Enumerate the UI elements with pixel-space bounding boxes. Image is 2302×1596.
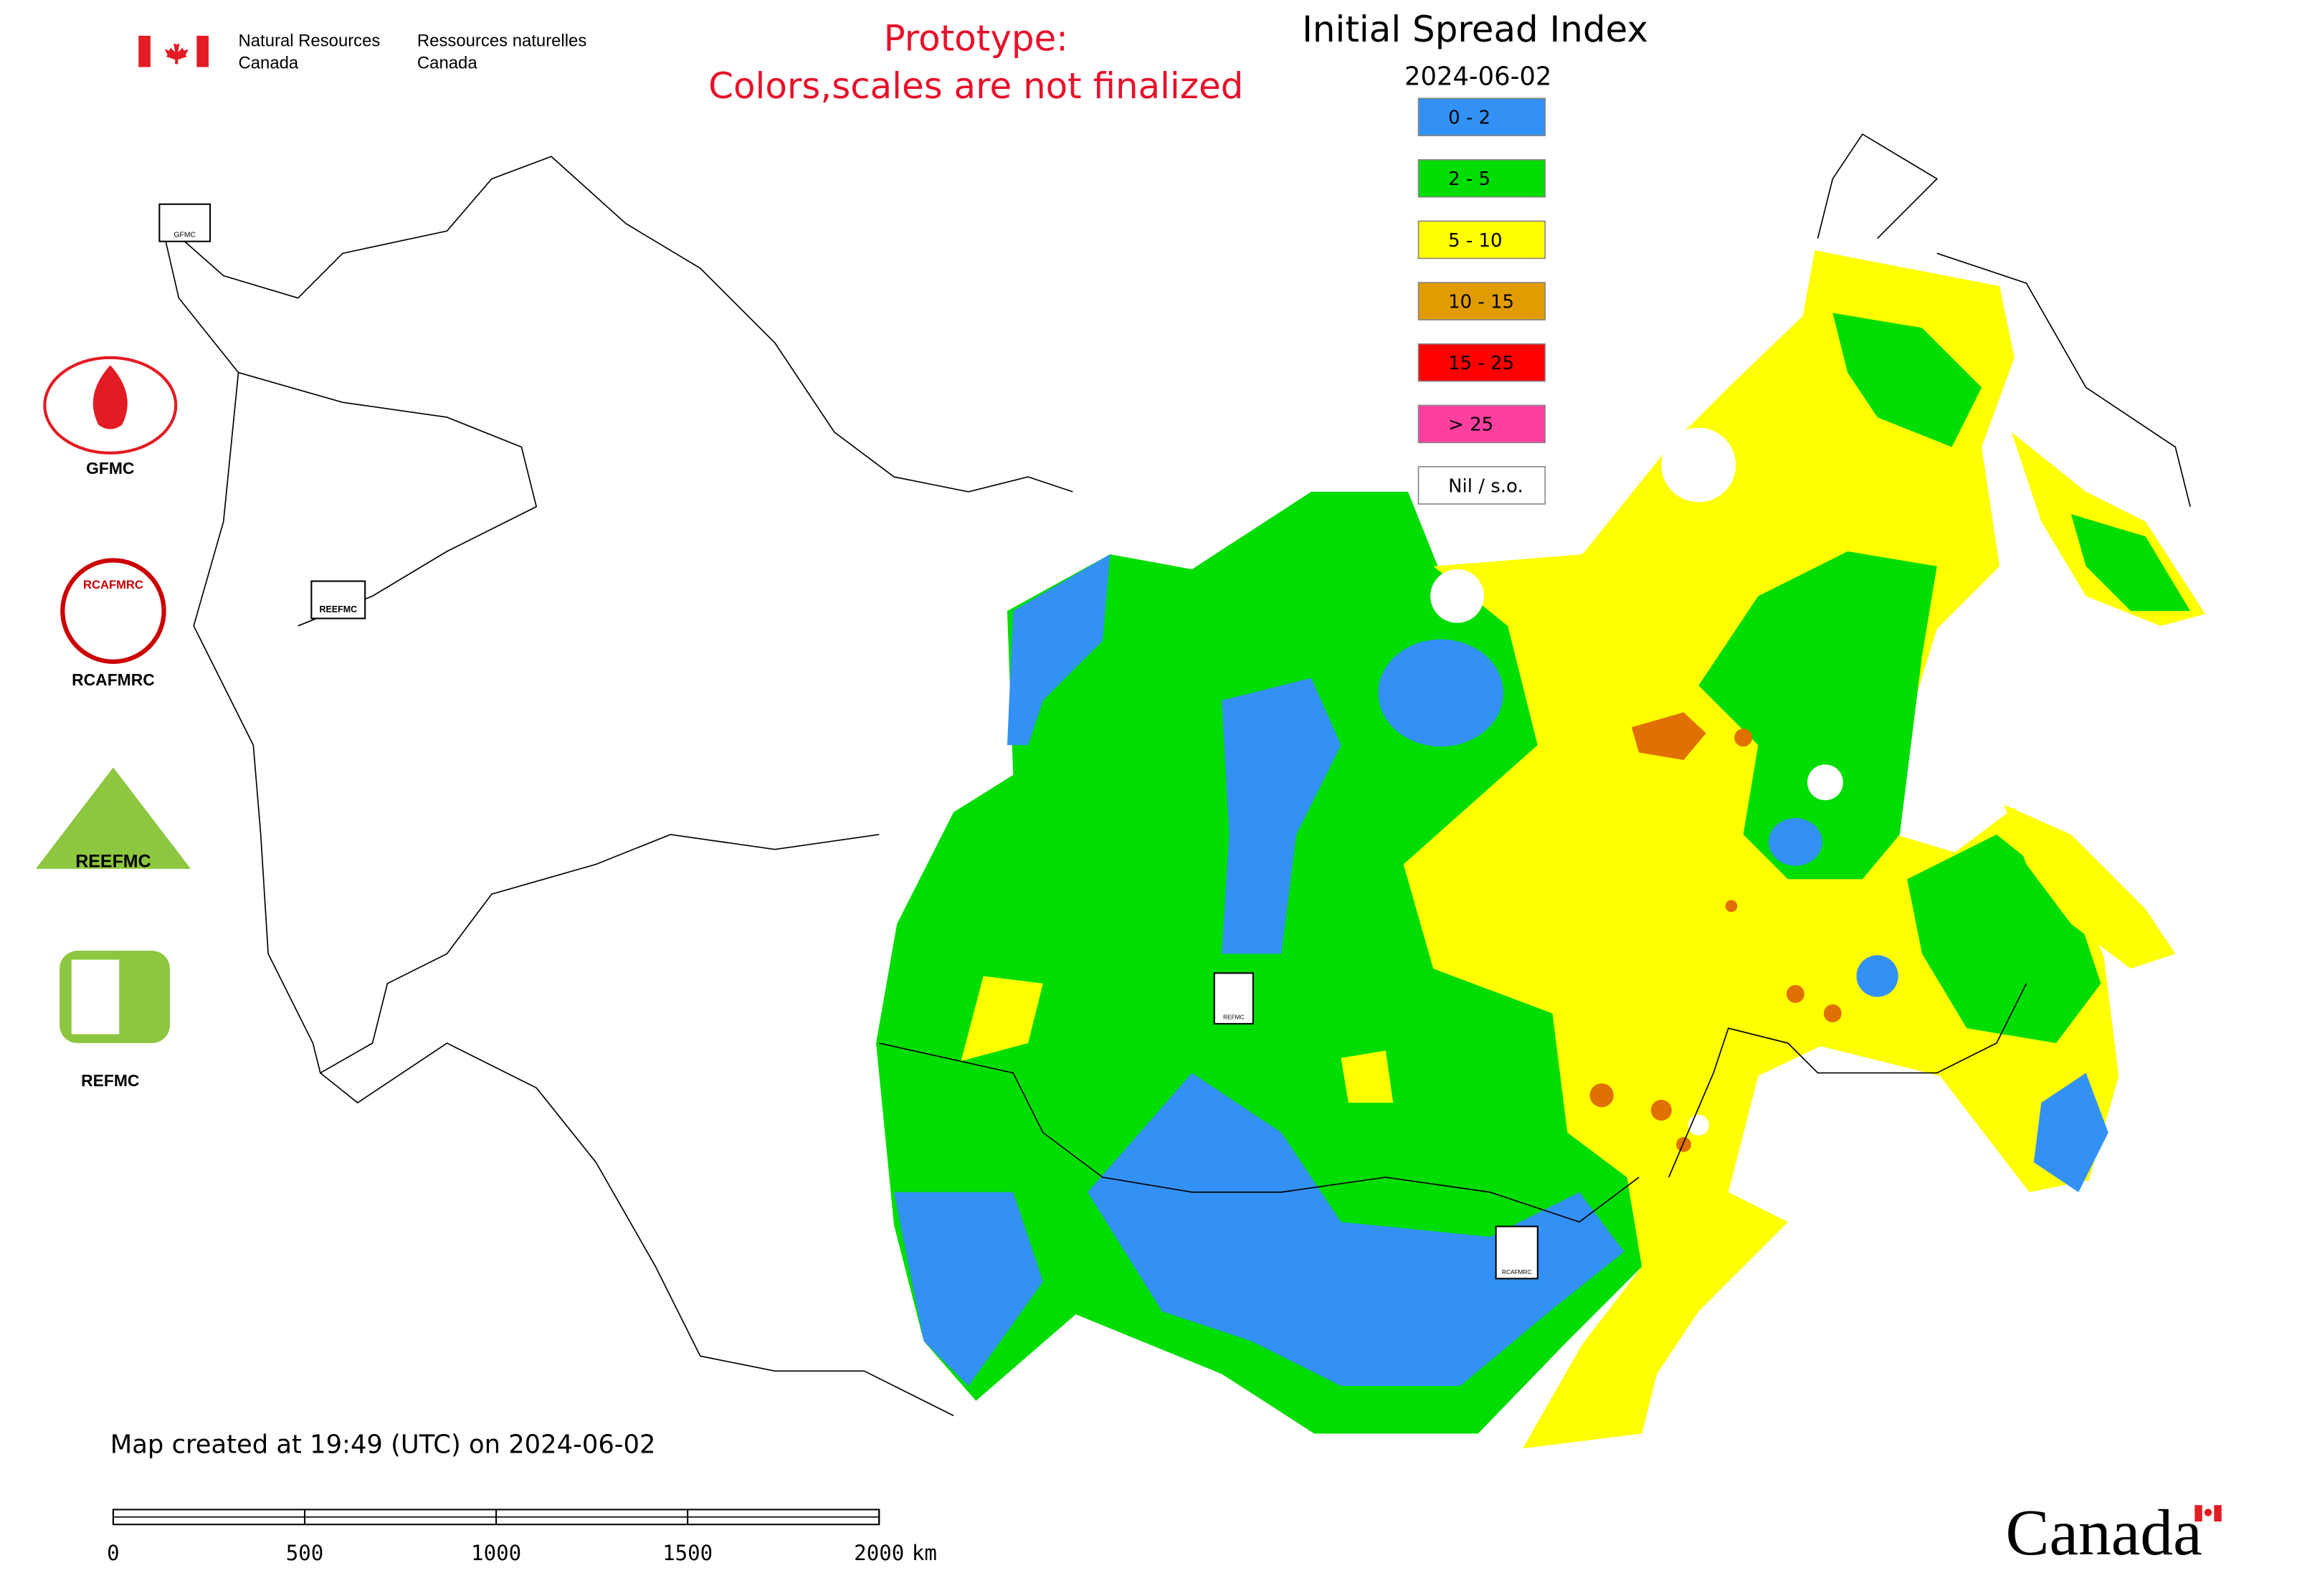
partner-logos-circle <box>60 558 166 664</box>
legend-label: 0 - 2 <box>1448 108 1490 129</box>
index-layer-path <box>1832 313 1982 447</box>
canada-wordmark: Canada <box>2005 1496 2202 1569</box>
creation-note: Map created at 19:49 (UTC) on 2024-06-02 <box>110 1430 656 1459</box>
scale-label: 1000 <box>471 1541 521 1565</box>
notice-line: Colors,scales are not finalized <box>708 65 1243 107</box>
wordmark-flag-rect <box>2214 1505 2222 1522</box>
nrcan-signature-text: Natural Resources <box>239 31 381 50</box>
legend-swatch <box>1417 220 1546 260</box>
index-layer <box>876 250 2205 1449</box>
boundaries-path <box>238 371 538 627</box>
center-markers: GFMC REEFMC REFMC RCAFMRC <box>158 203 1538 1280</box>
map-title: Initial Spread Index <box>1302 9 1648 50</box>
index-layer-path <box>1222 678 1341 954</box>
legend-label: 5 - 10 <box>1448 230 1502 252</box>
partner-logos-text: REFMC <box>81 1071 139 1090</box>
center-markers-rect <box>1213 972 1254 1025</box>
wordmark-flag-circle <box>2204 1509 2212 1516</box>
scale-unit: km <box>912 1541 937 1565</box>
nrcan-signature-text: Canada <box>417 54 477 73</box>
wordmark-flag <box>2194 1505 2222 1522</box>
center-markers-rect <box>1495 1225 1538 1280</box>
legend-label: 2 - 5 <box>1448 168 1490 190</box>
index-layer-path <box>1631 712 1706 760</box>
legend-swatch <box>1417 282 1546 320</box>
boundaries-path <box>160 156 1073 493</box>
map-date: 2024-06-02 <box>1404 62 1551 91</box>
legend-label: 10 - 15 <box>1448 291 1514 313</box>
boundaries <box>160 133 2191 1417</box>
boundaries-path <box>320 1042 954 1417</box>
index-layer-circle <box>1650 1099 1672 1121</box>
index-layer-circle <box>1807 764 1843 801</box>
index-layer-ellipse <box>1768 818 1822 866</box>
legend: 0 - 2 2 - 5 5 - 10 10 - 15 15 - 25 > 25 Nil / … <box>1417 98 1546 505</box>
scale-label: 0 <box>107 1541 120 1565</box>
boundaries-path <box>1668 983 2027 1178</box>
legend-swatch <box>1417 404 1546 444</box>
nrcan-signature: Natural Resources Canada Ressources natu… <box>138 31 586 73</box>
scale-label: 1500 <box>662 1541 713 1565</box>
index-layer-ellipse <box>1856 955 1898 997</box>
center-markers-text: RCAFMRC <box>1502 1268 1531 1276</box>
index-layer-circle <box>1786 984 1804 1003</box>
index-layer-path <box>2033 1073 2108 1192</box>
partner-logos-path <box>35 767 191 869</box>
index-layer-path <box>1088 1073 1625 1386</box>
center-markers-rect <box>310 580 366 619</box>
legend-swatch <box>1417 158 1546 198</box>
index-layer-circle <box>1823 1004 1842 1022</box>
boundaries-path <box>879 1042 1640 1223</box>
wordmark-flag-rect <box>2194 1505 2202 1522</box>
index-layer-path <box>2004 804 2176 969</box>
index-layer-path <box>1698 551 1937 880</box>
center-markers-text: GFMC <box>173 231 196 239</box>
nrcan-signature-path <box>164 39 189 65</box>
index-layer-path <box>2070 514 2191 612</box>
boundaries-path <box>160 220 880 1074</box>
index-layer-ellipse <box>1378 639 1504 747</box>
partner-logos-rect <box>71 959 120 1035</box>
partner-logos-text: GFMC <box>86 459 134 478</box>
index-layer-path <box>961 976 1043 1061</box>
legend-label: > 25 <box>1448 414 1493 436</box>
nrcan-signature-rect <box>196 35 209 67</box>
partner-logos-text: RCAFMRC <box>83 578 143 592</box>
legend-label: 15 - 25 <box>1448 353 1514 374</box>
index-layer-circle <box>1661 427 1736 503</box>
legend-swatch <box>1417 343 1546 382</box>
scale-label: 2000 <box>854 1541 904 1565</box>
notice-line: Prototype: <box>884 18 1068 60</box>
index-layer-circle <box>1430 569 1485 623</box>
index-layer-path <box>1341 1050 1394 1103</box>
legend-swatch <box>1417 466 1546 505</box>
center-markers-rect <box>158 203 211 242</box>
legend-swatch <box>1417 98 1546 136</box>
partner-logos-text: REEFMC <box>75 852 151 872</box>
center-markers-text: REEFMC <box>319 604 357 614</box>
scale-label: 500 <box>286 1541 324 1565</box>
nrcan-signature-text: Ressources naturelles <box>417 31 586 50</box>
boundaries-path <box>1817 133 2191 507</box>
legend-label: Nil / s.o. <box>1448 475 1523 497</box>
index-layer-circle <box>1734 728 1753 747</box>
nrcan-signature-text: Canada <box>239 54 299 73</box>
partner-logos-text: RCAFMRC <box>72 670 155 689</box>
center-markers-text: REFMC <box>1223 1014 1245 1021</box>
index-layer-path <box>1007 554 1110 746</box>
index-layer-path <box>893 1192 1043 1386</box>
index-layer-circle <box>1725 900 1738 912</box>
nrcan-signature-rect <box>138 35 151 67</box>
index-layer-circle <box>1589 1083 1614 1108</box>
partner-logos-path <box>92 365 128 429</box>
scale-bar: 0 500 1000 1500 2000 km <box>107 1509 937 1565</box>
index-layer-circle <box>1676 1136 1691 1152</box>
partner-logos-ellipse <box>43 356 178 455</box>
partner-logos: RCAFMRC REEFMC GFMC RCAFMRC REFMC <box>35 356 191 1090</box>
